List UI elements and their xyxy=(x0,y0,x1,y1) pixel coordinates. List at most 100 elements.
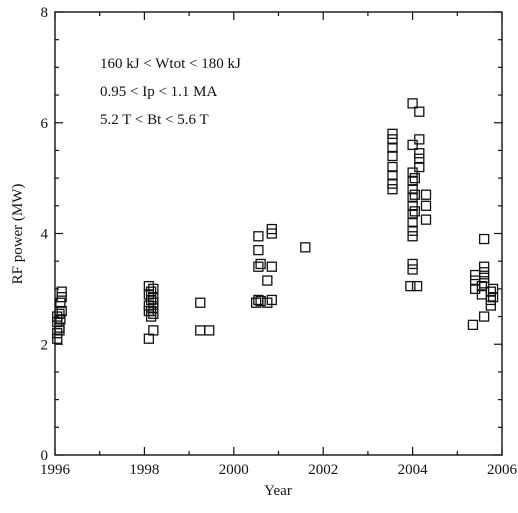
data-point-marker xyxy=(407,258,418,270)
data-point-marker xyxy=(204,325,215,336)
data-point-marker xyxy=(414,148,425,159)
data-point-marker xyxy=(407,217,418,228)
data-point-marker xyxy=(467,319,479,331)
data-point-marker xyxy=(195,325,206,336)
data-point-marker xyxy=(407,98,418,109)
data-point-marker xyxy=(485,294,496,306)
x-tick-label: 2004 xyxy=(398,462,429,478)
data-markers xyxy=(52,98,499,344)
data-point-marker xyxy=(143,333,155,344)
data-point-marker xyxy=(405,280,416,292)
x-axis-title: Year xyxy=(264,483,292,499)
data-point-marker xyxy=(145,305,157,317)
data-point-marker xyxy=(266,223,277,235)
data-point-marker xyxy=(145,286,157,297)
y-tick-label: 4 xyxy=(41,227,49,243)
x-tick-label: 1998 xyxy=(129,462,159,478)
y-tick-label: 2 xyxy=(41,337,49,353)
data-point-marker xyxy=(407,225,418,236)
data-point-marker xyxy=(478,261,490,272)
data-point-marker xyxy=(145,311,157,322)
data-point-marker xyxy=(487,292,499,303)
plot-frame xyxy=(54,11,503,456)
data-point-marker xyxy=(478,267,490,278)
data-point-marker xyxy=(420,214,432,225)
data-point-marker xyxy=(478,311,490,322)
data-point-marker xyxy=(414,106,425,117)
data-point-marker xyxy=(387,184,398,195)
data-point-marker xyxy=(485,300,496,311)
data-point-marker xyxy=(414,161,425,173)
data-point-marker xyxy=(409,206,420,217)
data-point-marker xyxy=(56,305,67,317)
y-axis-ticks: 0 2 4 6 8 xyxy=(41,5,502,464)
data-point-marker xyxy=(55,297,66,308)
data-point-marker xyxy=(387,161,398,173)
y-tick-label: 0 xyxy=(41,448,49,464)
data-point-marker xyxy=(52,333,63,344)
data-point-marker xyxy=(409,189,420,200)
data-point-marker xyxy=(407,175,418,187)
data-point-marker xyxy=(411,280,423,292)
data-point-marker xyxy=(407,184,418,195)
y-tick-label: 8 xyxy=(41,5,49,21)
y-tick-label: 6 xyxy=(41,116,49,132)
data-point-marker xyxy=(407,167,418,178)
data-point-marker xyxy=(54,325,65,336)
data-point-marker xyxy=(407,208,418,220)
data-point-marker xyxy=(255,295,266,307)
data-point-marker xyxy=(478,233,490,245)
data-point-marker xyxy=(255,258,266,270)
data-point-marker xyxy=(407,192,418,203)
annotation-field: 5.2 T < Bt < 5.6 T xyxy=(100,112,209,128)
data-point-marker xyxy=(195,297,206,308)
data-point-marker xyxy=(54,308,65,319)
data-point-marker xyxy=(266,261,277,272)
data-point-marker xyxy=(470,269,481,281)
data-point-marker xyxy=(387,128,398,139)
data-point-marker xyxy=(387,142,398,153)
data-point-marker xyxy=(253,261,264,272)
data-point-marker xyxy=(407,231,418,242)
data-point-marker xyxy=(407,139,418,151)
x-tick-label: 2000 xyxy=(219,462,249,478)
y-axis-title: RF power (MW) xyxy=(10,184,26,285)
data-point-marker xyxy=(387,178,398,189)
data-point-marker xyxy=(414,153,425,164)
data-point-marker xyxy=(485,286,496,297)
x-tick-label: 2006 xyxy=(487,462,518,478)
data-point-marker xyxy=(148,325,159,336)
data-point-marker xyxy=(420,189,432,200)
data-point-marker xyxy=(52,316,63,328)
data-point-marker xyxy=(476,280,488,292)
data-point-marker xyxy=(387,134,398,145)
data-point-marker xyxy=(470,283,481,295)
data-point-marker xyxy=(407,200,418,211)
data-point-marker xyxy=(56,286,67,297)
data-point-marker xyxy=(253,231,264,242)
data-point-marker xyxy=(145,294,157,306)
x-tick-label: 1996 xyxy=(40,462,71,478)
data-point-marker xyxy=(470,275,481,286)
data-point-marker xyxy=(409,172,420,184)
data-point-marker xyxy=(487,283,499,295)
data-point-marker xyxy=(476,289,488,300)
data-point-marker xyxy=(56,292,67,303)
data-point-marker xyxy=(420,200,432,211)
data-point-marker xyxy=(262,275,273,286)
data-point-marker xyxy=(52,328,63,339)
data-point-marker xyxy=(54,322,65,333)
x-tick-label: 2002 xyxy=(308,462,338,478)
x-axis-ticks: 1996 1998 2000 2002 2004 2006 xyxy=(40,12,518,478)
data-point-marker xyxy=(414,134,425,145)
data-point-marker xyxy=(407,264,418,275)
annotation-energy: 160 kJ < Wtot < 180 kJ xyxy=(100,56,241,72)
data-point-marker xyxy=(55,314,66,325)
data-point-marker xyxy=(143,280,155,292)
data-point-marker xyxy=(478,272,490,283)
data-point-marker xyxy=(300,242,311,253)
data-point-marker xyxy=(253,244,264,256)
data-point-marker xyxy=(478,278,490,289)
